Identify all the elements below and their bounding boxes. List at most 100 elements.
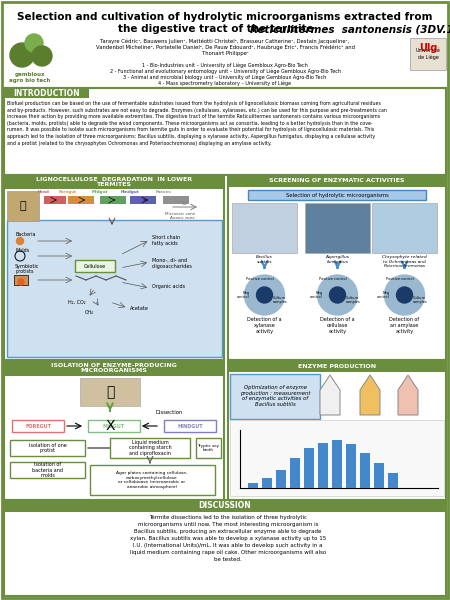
Text: 4 - Mass spectrometry laboratory – University of Liège: 4 - Mass spectrometry laboratory – Unive… bbox=[158, 80, 292, 85]
Text: CH₄: CH₄ bbox=[85, 310, 94, 315]
Text: Hindgut: Hindgut bbox=[121, 190, 140, 194]
Text: SCREENING OF ENZYMATIC ACTIVITIES: SCREENING OF ENZYMATIC ACTIVITIES bbox=[269, 179, 405, 184]
Text: Biofuel production can be based on the use of fermentable substrates issued from: Biofuel production can be based on the u… bbox=[7, 101, 387, 146]
Circle shape bbox=[32, 46, 52, 66]
FancyBboxPatch shape bbox=[10, 462, 85, 478]
Text: Organic acids: Organic acids bbox=[152, 284, 185, 289]
FancyBboxPatch shape bbox=[196, 438, 221, 458]
Text: Tarayre Cédric¹, Bauwens Julien¹, Mattéotti Christel², Brasseur Catherine¹, Dest: Tarayre Cédric¹, Bauwens Julien¹, Mattéo… bbox=[95, 38, 355, 56]
FancyBboxPatch shape bbox=[90, 465, 215, 495]
FancyBboxPatch shape bbox=[228, 175, 446, 360]
Text: Selection and cultivation of hydrolytic microorganisms extracted from: Selection and cultivation of hydrolytic … bbox=[17, 12, 433, 22]
Text: Bacteria: Bacteria bbox=[15, 232, 36, 237]
Polygon shape bbox=[360, 375, 380, 415]
Polygon shape bbox=[398, 375, 418, 415]
FancyBboxPatch shape bbox=[360, 453, 370, 488]
Text: Culture
samples: Culture samples bbox=[273, 296, 287, 304]
FancyBboxPatch shape bbox=[4, 175, 224, 360]
Text: ENZYME PRODUCTION: ENZYME PRODUCTION bbox=[298, 364, 376, 368]
FancyBboxPatch shape bbox=[68, 196, 94, 204]
FancyBboxPatch shape bbox=[228, 175, 446, 187]
Text: Aspergillus
fumigatus: Aspergillus fumigatus bbox=[325, 255, 350, 263]
FancyBboxPatch shape bbox=[100, 196, 126, 204]
Text: Université
de Liège: Université de Liège bbox=[415, 48, 441, 60]
FancyBboxPatch shape bbox=[318, 443, 328, 488]
Text: H₂, CO₂: H₂, CO₂ bbox=[68, 300, 86, 305]
Text: Isolation of
bacteria and
molds: Isolation of bacteria and molds bbox=[32, 462, 63, 478]
Text: Optimization of enzyme
production : measurement
of enzymatic activities of
Bacil: Optimization of enzyme production : meas… bbox=[240, 385, 310, 407]
Text: Culture
samples: Culture samples bbox=[413, 296, 427, 304]
Text: INTRODUCTION: INTRODUCTION bbox=[13, 88, 80, 97]
Text: Midgut: Midgut bbox=[92, 190, 108, 194]
Text: Isolation of one
protist: Isolation of one protist bbox=[29, 443, 67, 454]
FancyBboxPatch shape bbox=[228, 360, 446, 500]
FancyBboxPatch shape bbox=[80, 378, 140, 406]
Text: FOREGUT: FOREGUT bbox=[25, 424, 51, 428]
Circle shape bbox=[256, 287, 273, 303]
FancyBboxPatch shape bbox=[372, 203, 437, 253]
Polygon shape bbox=[320, 375, 340, 415]
FancyBboxPatch shape bbox=[4, 360, 224, 500]
Text: Reticulitermes  santonensis (3DV.1.55): Reticulitermes santonensis (3DV.1.55) bbox=[250, 24, 450, 34]
FancyBboxPatch shape bbox=[12, 420, 64, 432]
Circle shape bbox=[10, 43, 34, 67]
FancyBboxPatch shape bbox=[164, 420, 216, 432]
Text: Positive control: Positive control bbox=[319, 277, 346, 281]
FancyBboxPatch shape bbox=[410, 38, 446, 70]
FancyBboxPatch shape bbox=[4, 500, 446, 596]
Text: ISOLATION OF ENZYME-PRODUCING
MICROORGANISMS: ISOLATION OF ENZYME-PRODUCING MICROORGAN… bbox=[51, 362, 177, 373]
Text: 🦟: 🦟 bbox=[20, 201, 26, 211]
Text: Short chain
fatty acids: Short chain fatty acids bbox=[152, 235, 180, 246]
Text: Faeces: Faeces bbox=[155, 190, 171, 194]
FancyBboxPatch shape bbox=[88, 420, 140, 432]
Text: Positive control: Positive control bbox=[386, 277, 413, 281]
Text: HINDGUT: HINDGUT bbox=[177, 424, 203, 428]
Text: Microoxic zone: Microoxic zone bbox=[165, 212, 195, 216]
Text: Termite dissections led to the isolation of three hydrolytic
microorganisms unti: Termite dissections led to the isolation… bbox=[130, 515, 326, 562]
Circle shape bbox=[25, 34, 43, 52]
FancyBboxPatch shape bbox=[14, 275, 28, 285]
Text: Foregut: Foregut bbox=[59, 190, 77, 194]
Text: Neg
control: Neg control bbox=[377, 290, 390, 299]
FancyBboxPatch shape bbox=[230, 420, 444, 496]
Text: Anoxic zone: Anoxic zone bbox=[170, 216, 195, 220]
FancyBboxPatch shape bbox=[346, 444, 356, 488]
Text: Liquid medium
containing starch
and ciprofloxacin: Liquid medium containing starch and cipr… bbox=[129, 440, 171, 456]
FancyBboxPatch shape bbox=[374, 463, 384, 488]
Text: Positive control: Positive control bbox=[246, 277, 273, 281]
Text: Cellulose: Cellulose bbox=[84, 263, 106, 269]
FancyBboxPatch shape bbox=[262, 478, 272, 488]
Text: DISCUSSION: DISCUSSION bbox=[198, 502, 252, 511]
FancyBboxPatch shape bbox=[305, 203, 370, 253]
Text: Head: Head bbox=[38, 190, 50, 194]
Text: Molds: Molds bbox=[15, 248, 29, 253]
FancyBboxPatch shape bbox=[388, 473, 398, 488]
Text: Symbiotic: Symbiotic bbox=[15, 264, 40, 269]
Text: 1 - Bio-Industries unit – University of Liège Gembloux Agro-Bio Tech: 1 - Bio-Industries unit – University of … bbox=[142, 62, 308, 67]
Text: Chrysophyte related
to Ochromonas and
Poterioochromonas: Chrysophyte related to Ochromonas and Po… bbox=[382, 255, 427, 268]
Text: O₂: O₂ bbox=[182, 201, 188, 206]
FancyBboxPatch shape bbox=[75, 260, 115, 272]
FancyBboxPatch shape bbox=[7, 220, 222, 357]
Text: Detection of a
xylanase
activity: Detection of a xylanase activity bbox=[247, 317, 282, 334]
Text: Neg
control: Neg control bbox=[237, 290, 249, 299]
FancyBboxPatch shape bbox=[248, 190, 426, 200]
Text: Selection of hydrolytic microorganisms: Selection of hydrolytic microorganisms bbox=[286, 193, 388, 197]
Text: 🦟: 🦟 bbox=[106, 385, 114, 399]
Text: Dissection: Dissection bbox=[155, 409, 182, 415]
FancyBboxPatch shape bbox=[7, 191, 39, 221]
Text: Detection of a
cellulase
activity: Detection of a cellulase activity bbox=[320, 317, 355, 334]
Circle shape bbox=[18, 279, 24, 285]
Text: Neg
control: Neg control bbox=[310, 290, 323, 299]
FancyBboxPatch shape bbox=[332, 440, 342, 488]
Text: Culture
samples: Culture samples bbox=[346, 296, 360, 304]
FancyBboxPatch shape bbox=[230, 374, 320, 419]
FancyBboxPatch shape bbox=[304, 448, 314, 488]
Circle shape bbox=[318, 275, 357, 315]
Circle shape bbox=[244, 275, 284, 315]
FancyBboxPatch shape bbox=[232, 203, 297, 253]
FancyBboxPatch shape bbox=[4, 500, 446, 512]
Text: Tryptic soy
broth: Tryptic soy broth bbox=[197, 444, 219, 452]
FancyBboxPatch shape bbox=[248, 483, 258, 488]
FancyBboxPatch shape bbox=[290, 458, 300, 488]
